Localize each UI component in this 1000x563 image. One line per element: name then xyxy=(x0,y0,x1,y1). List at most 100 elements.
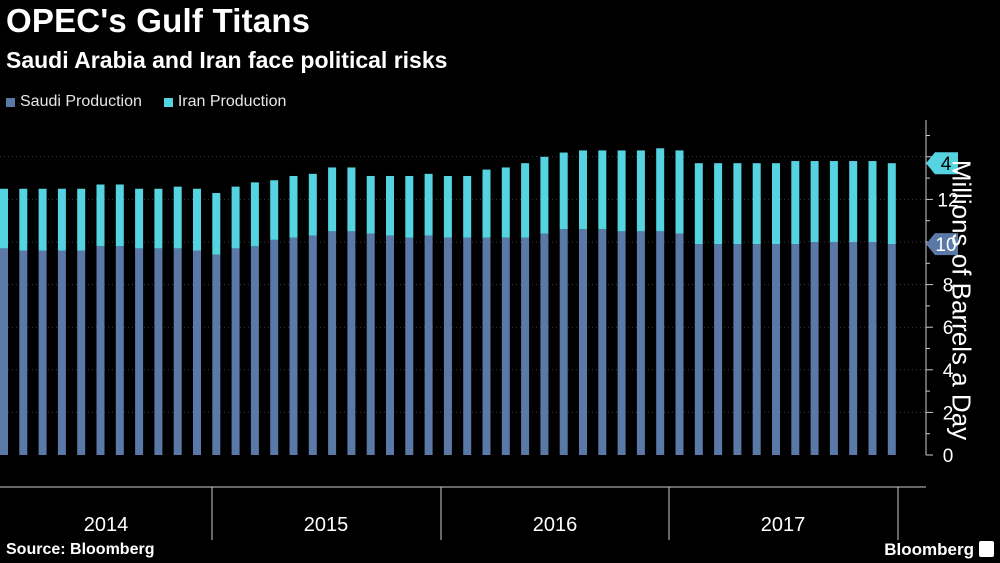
bar-saudi-23 xyxy=(443,237,452,455)
bar-saudi-12 xyxy=(231,248,240,455)
y-tick-label-6: 6 xyxy=(943,318,954,339)
bar-saudi-45 xyxy=(868,242,877,455)
bar-iran-3 xyxy=(57,188,66,251)
bar-saudi-15 xyxy=(289,237,298,455)
bar-iran-40 xyxy=(772,163,780,245)
bar-iran-46 xyxy=(887,163,896,245)
legend: Saudi Production Iran Production xyxy=(6,93,286,111)
bar-saudi-20 xyxy=(386,235,394,455)
bloomberg-chart-icon xyxy=(979,541,994,557)
bar-saudi-16 xyxy=(308,235,317,455)
bar-iran-8 xyxy=(154,188,163,249)
legend-item-saudi: Saudi Production xyxy=(6,93,142,111)
bar-saudi-24 xyxy=(463,237,472,455)
bar-saudi-3 xyxy=(57,250,66,455)
bar-saudi-25 xyxy=(482,237,491,455)
bar-iran-5 xyxy=(96,184,105,247)
legend-swatch-saudi xyxy=(6,97,15,107)
bar-saudi-41 xyxy=(791,244,800,455)
bar-iran-43 xyxy=(829,161,838,242)
bar-iran-21 xyxy=(405,175,414,238)
bar-iran-15 xyxy=(289,175,298,238)
bar-iran-9 xyxy=(173,186,182,249)
bar-saudi-8 xyxy=(154,248,163,455)
bar-saudi-33 xyxy=(636,231,645,455)
chart-subtitle: Saudi Arabia and Iran face political ris… xyxy=(6,47,448,73)
bar-iran-39 xyxy=(752,163,761,245)
x-period-label-2015: 2015 xyxy=(304,514,349,536)
bar-iran-42 xyxy=(810,161,819,242)
bar-iran-6 xyxy=(115,184,124,247)
bar-saudi-7 xyxy=(135,248,144,455)
x-period-label-2014: 2014 xyxy=(84,514,129,536)
bar-saudi-43 xyxy=(829,242,838,455)
bar-saudi-40 xyxy=(772,244,780,455)
bar-saudi-26 xyxy=(501,237,510,455)
bar-saudi-27 xyxy=(521,237,530,455)
x-period-label-2016: 2016 xyxy=(533,514,578,536)
bar-iran-2 xyxy=(38,188,47,251)
bar-iran-33 xyxy=(636,150,645,232)
latest-saudi-label: 10 xyxy=(935,235,956,256)
bar-iran-26 xyxy=(501,167,510,238)
bar-saudi-32 xyxy=(617,231,626,455)
bar-iran-34 xyxy=(656,148,665,232)
chart-title: OPEC's Gulf Titans xyxy=(6,2,311,39)
bar-saudi-28 xyxy=(540,233,549,455)
bar-iran-0 xyxy=(0,188,8,249)
bar-saudi-21 xyxy=(405,237,414,455)
legend-item-iran: Iran Production xyxy=(163,93,287,111)
bar-iran-38 xyxy=(733,163,742,245)
bar-saudi-9 xyxy=(173,248,182,455)
bar-iran-22 xyxy=(424,173,433,236)
y-tick-label-2: 2 xyxy=(943,403,954,424)
brand-logo-text: Bloomberg xyxy=(884,540,974,559)
latest-iran-label: 4 xyxy=(941,154,952,175)
bar-iran-30 xyxy=(579,150,587,230)
bar-saudi-31 xyxy=(598,229,607,455)
bar-saudi-17 xyxy=(328,231,337,455)
legend-label-saudi: Saudi Production xyxy=(20,93,142,110)
bar-saudi-6 xyxy=(115,246,124,455)
y-tick-label-8: 8 xyxy=(943,276,954,297)
bar-saudi-30 xyxy=(579,229,587,455)
bar-saudi-11 xyxy=(212,254,221,455)
bar-saudi-18 xyxy=(347,231,356,455)
bar-saudi-2 xyxy=(38,250,47,455)
bar-iran-18 xyxy=(347,167,356,232)
bar-saudi-35 xyxy=(675,233,684,455)
bar-saudi-13 xyxy=(250,246,259,455)
bar-iran-11 xyxy=(212,193,221,255)
bar-iran-12 xyxy=(231,186,240,249)
bar-iran-36 xyxy=(694,163,703,245)
y-axis-title-text: Millions of Barrels a Day xyxy=(946,159,977,441)
source-note: Source: Bloomberg xyxy=(6,541,155,558)
bar-iran-13 xyxy=(250,182,259,247)
bar-iran-23 xyxy=(443,175,452,238)
bar-saudi-36 xyxy=(694,244,703,455)
bar-iran-37 xyxy=(714,163,723,245)
bar-iran-45 xyxy=(868,161,877,242)
bar-iran-27 xyxy=(521,163,530,238)
bar-iran-1 xyxy=(19,188,28,251)
bar-saudi-42 xyxy=(810,242,819,455)
bar-saudi-38 xyxy=(733,244,742,455)
bar-saudi-14 xyxy=(270,239,279,455)
bar-saudi-44 xyxy=(849,242,858,455)
bar-saudi-4 xyxy=(77,250,86,455)
bar-iran-20 xyxy=(386,175,394,236)
latest-iran-flag xyxy=(926,152,958,175)
bar-saudi-19 xyxy=(366,233,375,455)
legend-label-iran: Iran Production xyxy=(177,93,287,110)
bar-saudi-46 xyxy=(887,244,896,455)
latest-saudi-flag xyxy=(926,233,958,256)
bar-iran-24 xyxy=(463,175,472,238)
bar-iran-31 xyxy=(598,150,607,230)
y-tick-label-0: 0 xyxy=(943,446,954,467)
bar-iran-35 xyxy=(675,150,684,234)
bar-iran-28 xyxy=(540,156,549,234)
bar-iran-10 xyxy=(193,188,201,251)
y-tick-label-12: 12 xyxy=(937,190,958,211)
bar-saudi-1 xyxy=(19,250,28,455)
